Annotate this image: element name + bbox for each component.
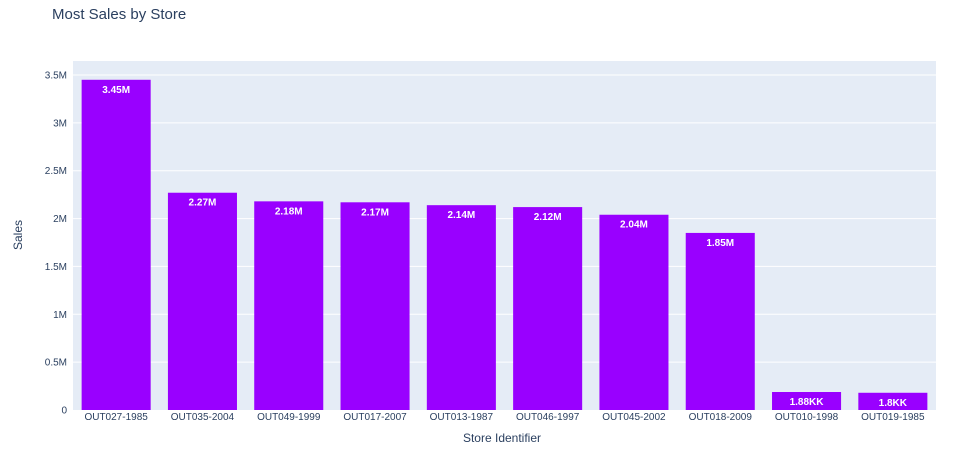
x-tick-label: OUT035-2004	[171, 412, 235, 423]
y-tick-label: 3M	[53, 118, 67, 129]
bar	[167, 192, 237, 410]
bar-value-label: 2.27M	[189, 198, 217, 209]
y-tick-label: 1M	[53, 310, 67, 321]
y-tick-label: 3.5M	[45, 71, 67, 82]
bar-value-label: 1.85M	[706, 238, 734, 249]
x-tick-label: OUT045-2002	[602, 412, 666, 423]
x-tick-label: OUT046-1997	[516, 412, 580, 423]
bar-value-label: 2.14M	[447, 210, 475, 221]
x-tick-label: OUT010-1998	[775, 412, 839, 423]
x-tick-label: OUT019-1985	[861, 412, 925, 423]
y-axis-ticks: 0 0.5M 1M 1.5M 2M 2.5M 3M 3.5M	[45, 71, 68, 417]
x-tick-label: OUT017-2007	[343, 412, 407, 423]
bar	[426, 205, 496, 410]
bar	[772, 392, 842, 410]
data-labels: 3.45M 2.27M 2.18M 2.17M 2.14M 2.12M 2.04M 1.85M…	[102, 85, 908, 409]
x-tick-label: OUT027-1985	[84, 412, 148, 423]
bar	[599, 214, 669, 410]
bars	[81, 79, 928, 411]
bar	[81, 79, 151, 411]
y-tick-label: 0	[61, 406, 67, 417]
x-axis-title: Store Identifier	[463, 431, 541, 445]
x-tick-label: OUT049-1999	[257, 412, 321, 423]
y-tick-label: 0.5M	[45, 358, 67, 369]
bar-value-label: 2.18M	[275, 206, 303, 217]
bar-value-label: 2.17M	[361, 207, 389, 218]
bar-value-label: 2.04M	[620, 220, 648, 231]
bar	[858, 392, 928, 410]
bar	[254, 201, 324, 410]
y-tick-label: 2.5M	[45, 166, 67, 177]
x-tick-label: OUT018-2009	[689, 412, 753, 423]
bar	[513, 207, 583, 410]
x-tick-label: OUT013-1987	[430, 412, 494, 423]
bar-value-label: 1.8KK	[879, 398, 908, 409]
y-tick-label: 1.5M	[45, 262, 67, 273]
bar	[340, 202, 410, 410]
y-axis-title: Sales	[11, 220, 25, 250]
bar-value-label: 1.88KK	[790, 397, 825, 408]
x-axis-ticks: OUT027-1985 OUT035-2004 OUT049-1999 OUT017-…	[84, 412, 925, 423]
y-tick-label: 2M	[53, 214, 67, 225]
chart-title: Most Sales by Store	[52, 6, 186, 23]
bar-value-label: 3.45M	[102, 85, 130, 96]
bar	[685, 232, 755, 410]
bar-value-label: 2.12M	[534, 212, 562, 223]
